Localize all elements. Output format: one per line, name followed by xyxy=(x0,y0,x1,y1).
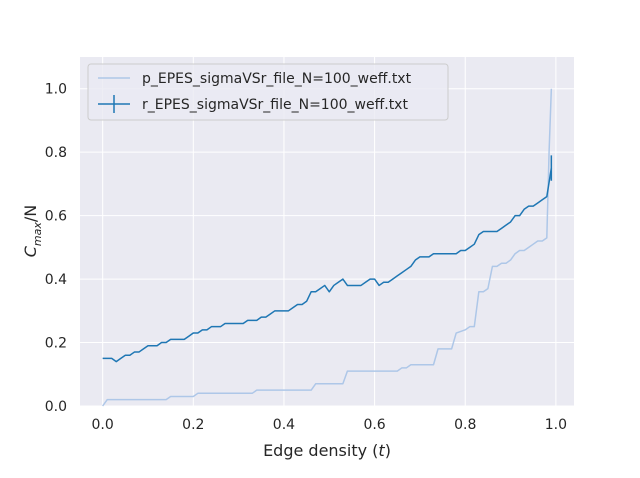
x-tick-label: 0.0 xyxy=(92,417,114,433)
y-tick-label: 0.0 xyxy=(45,399,67,415)
ticks: 0.0 0.2 0.4 0.6 0.8 1.0 0.0 0.2 0.4 0.6 0.8 1.0 xyxy=(45,82,567,433)
x-tick-label: 0.8 xyxy=(454,417,476,433)
series-line-1 xyxy=(102,167,553,363)
legend-label-r: r_EPES_sigmaVSr_file_N=100_weff.txt xyxy=(142,97,408,113)
y-tick-label: 0.8 xyxy=(45,145,67,161)
legend: p_EPES_sigmaVSr_file_N=100_weff.txt r_EP… xyxy=(87,63,449,121)
x-tick-label: 1.0 xyxy=(545,417,567,433)
y-tick-label: 1.0 xyxy=(45,82,67,98)
y-tick-label: 0.2 xyxy=(45,336,67,352)
x-tick-label: 0.4 xyxy=(273,417,295,433)
series-layer xyxy=(102,88,553,407)
y-tick-label: 0.6 xyxy=(45,209,67,225)
x-axis-label: Edge density (t) xyxy=(263,441,391,460)
series-line-0 xyxy=(102,88,553,407)
y-axis-label: Cmax/N xyxy=(21,205,44,258)
x-tick-label: 0.2 xyxy=(182,417,204,433)
x-tick-label: 0.6 xyxy=(363,417,385,433)
y-tick-label: 0.4 xyxy=(45,272,67,288)
legend-box xyxy=(87,63,449,121)
legend-label-p: p_EPES_sigmaVSr_file_N=100_weff.txt xyxy=(142,71,412,87)
